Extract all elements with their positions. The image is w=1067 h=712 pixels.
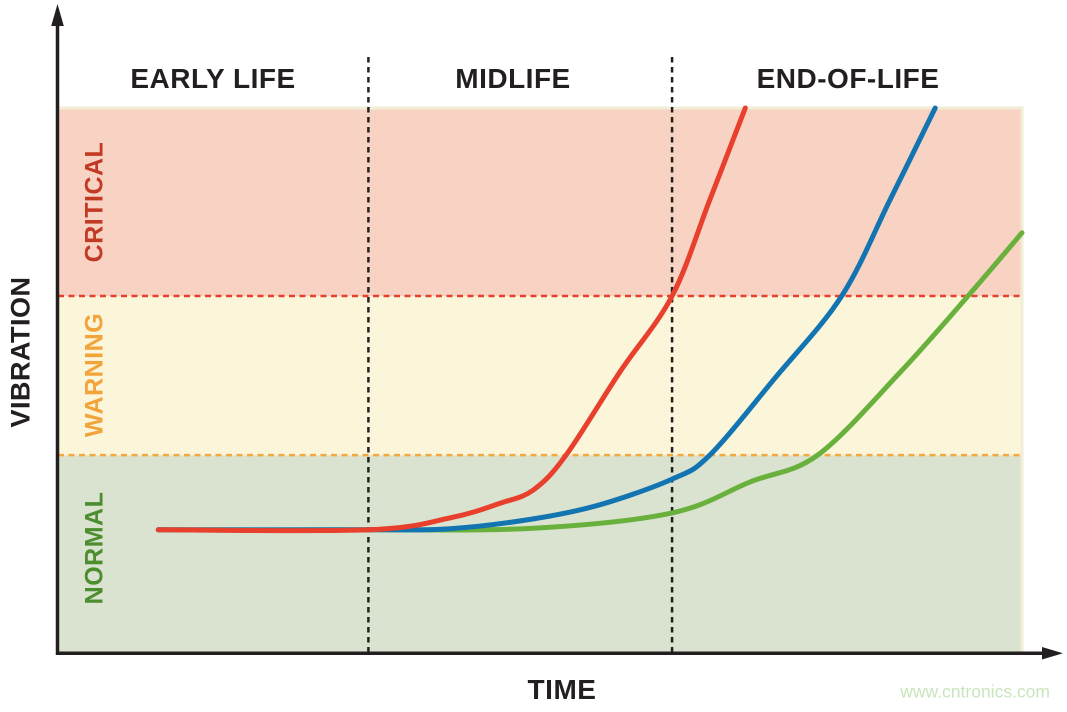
y-axis-label: VIBRATION (5, 276, 36, 428)
zone-band-normal (58, 455, 1022, 653)
x-axis-label: TIME (527, 674, 597, 705)
zone-label-critical: CRITICAL (80, 141, 109, 263)
stage-label-early-life: EARLY LIFE (130, 63, 296, 94)
curve-rapid-degradation (155, 105, 748, 534)
zone-band-critical (58, 108, 1022, 297)
zone-band-warning (58, 296, 1022, 456)
stage-label-midlife: MIDLIFE (455, 63, 571, 94)
watermark: www.cntronics.com (900, 681, 1050, 702)
zone-label-normal: NORMAL (80, 491, 109, 605)
zone-label-warning: WARNING (80, 312, 109, 438)
x-axis-arrow-icon (1042, 647, 1063, 660)
stage-label-end-of-life: END-OF-LIFE (756, 63, 940, 94)
y-axis-arrow-icon (51, 4, 64, 26)
